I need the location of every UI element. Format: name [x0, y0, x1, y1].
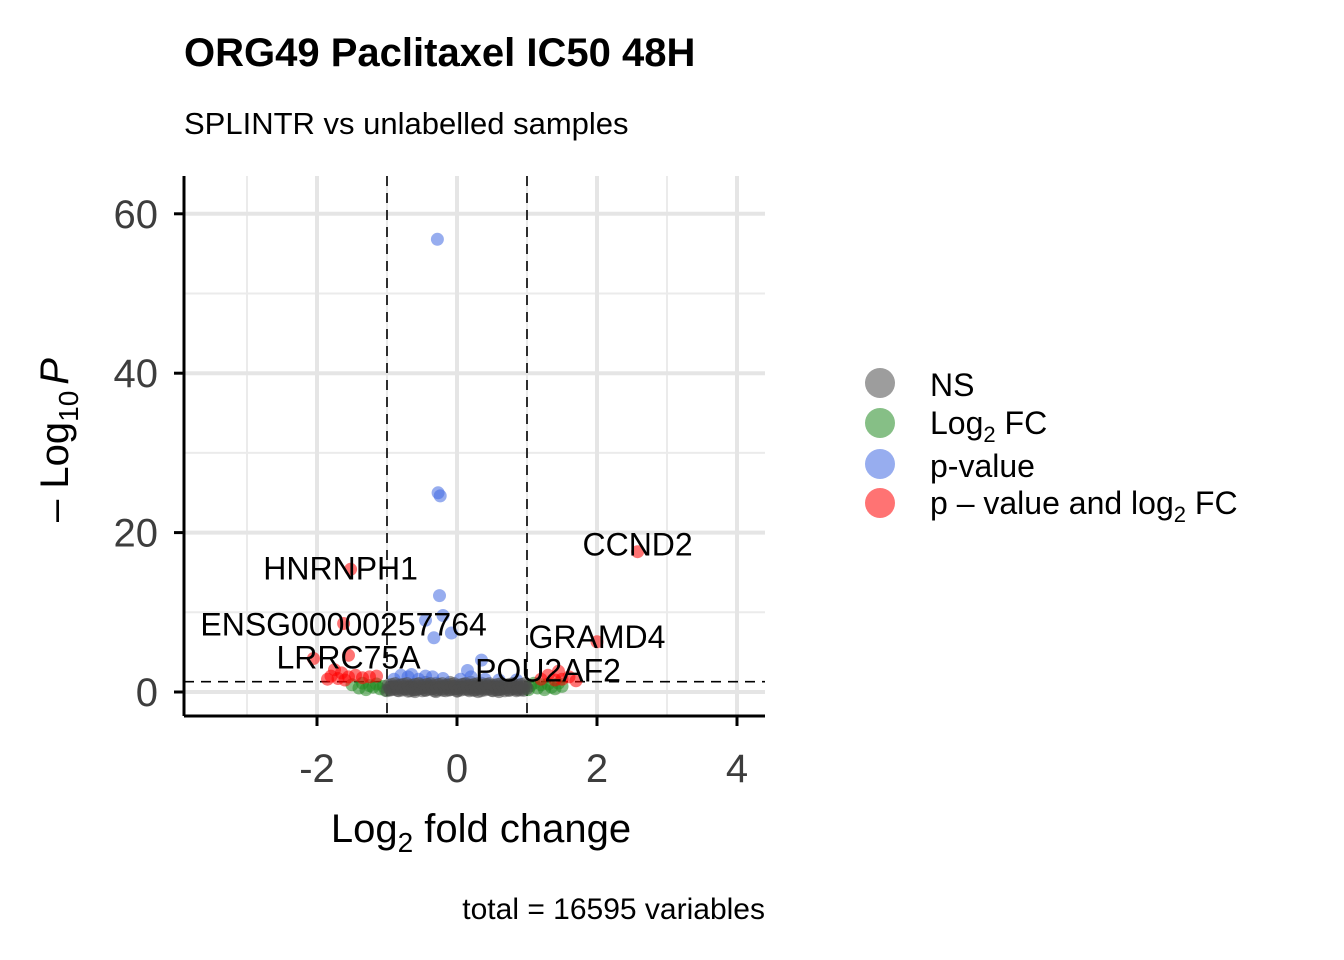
legend-key-pvalue	[865, 449, 895, 479]
point-both	[590, 635, 604, 649]
legend-key-ns	[865, 368, 895, 398]
x-tick-label: 4	[726, 747, 748, 791]
point-p	[444, 626, 458, 640]
point-labels: CCND2 HNRNPH1 ENSG00000257764 GRAMD4 LRRC75A…	[200, 527, 692, 689]
point-p	[430, 232, 444, 246]
x-tick-label: -2	[299, 747, 335, 791]
y-tick-label: 20	[114, 512, 159, 556]
legend-label-log2fc: Log2 FC	[930, 405, 1047, 447]
chart-subtitle: SPLINTR vs unlabelled samples	[184, 106, 629, 141]
legend-label-both-sub: 2	[1174, 502, 1186, 527]
data-points	[307, 232, 645, 699]
point-both	[307, 652, 320, 665]
point-both	[548, 673, 562, 687]
legend-label-log2fc-main: Log	[930, 405, 983, 441]
y-axis-title-sub: 10	[53, 391, 84, 422]
chart-caption: total = 16595 variables	[462, 893, 765, 926]
x-axis-title: Log2 fold change	[331, 807, 631, 858]
gene-label: POU2AF2	[475, 652, 621, 688]
point-both	[321, 672, 334, 686]
gene-label: LRRC75A	[276, 640, 421, 676]
gene-label: ENSG00000257764	[200, 607, 486, 643]
y-axis-title-prefix: – Log	[33, 422, 77, 522]
legend: NS Log2 FC p-value p – value and log2 FC	[865, 367, 1238, 527]
gene-label: GRAMD4	[529, 619, 666, 655]
gene-label: CCND2	[582, 527, 692, 563]
point-both	[631, 545, 645, 559]
point-p	[419, 613, 432, 627]
legend-label-log2fc-sub: 2	[983, 422, 995, 447]
grid	[184, 176, 765, 716]
y-tick-label: 0	[136, 671, 158, 715]
legend-label-ns: NS	[930, 367, 974, 403]
x-tick-label: 2	[586, 747, 608, 791]
point-p	[433, 489, 447, 503]
point-both	[342, 648, 355, 662]
legend-key-log2fc	[865, 408, 895, 438]
point-ns	[520, 681, 534, 695]
gene-label: HNRNPH1	[263, 550, 418, 586]
y-axis-title-var: P	[33, 358, 77, 385]
legend-label-pvalue-and-log2fc: p – value and log2 FC	[930, 485, 1238, 527]
legend-label-both-main: p – value and log	[930, 485, 1174, 521]
x-tick-label: 0	[446, 747, 468, 791]
x-axis-title-sub: 2	[398, 827, 414, 858]
point-both	[338, 673, 352, 687]
y-tick-label: 40	[114, 352, 159, 396]
point-p	[433, 589, 446, 603]
legend-label-pvalue: p-value	[930, 448, 1035, 484]
point-both	[337, 617, 351, 630]
legend-label-log2fc-rest: FC	[996, 405, 1048, 441]
point-p	[436, 609, 450, 622]
point-both	[534, 672, 548, 686]
point-both	[569, 674, 583, 688]
y-tick-label: 60	[114, 193, 159, 237]
x-axis-title-main: Log	[331, 807, 398, 851]
x-axis-title-rest: fold change	[413, 807, 631, 851]
point-both	[344, 562, 358, 576]
point-p	[427, 631, 441, 645]
point-p	[475, 653, 488, 667]
legend-key-pvalue-and-log2fc	[865, 488, 895, 518]
legend-label-both-rest: FC	[1186, 485, 1238, 521]
point-both	[370, 669, 383, 683]
y-axis-title: – Log10 P	[33, 358, 84, 522]
chart-title: ORG49 Paclitaxel IC50 48H	[184, 31, 695, 75]
